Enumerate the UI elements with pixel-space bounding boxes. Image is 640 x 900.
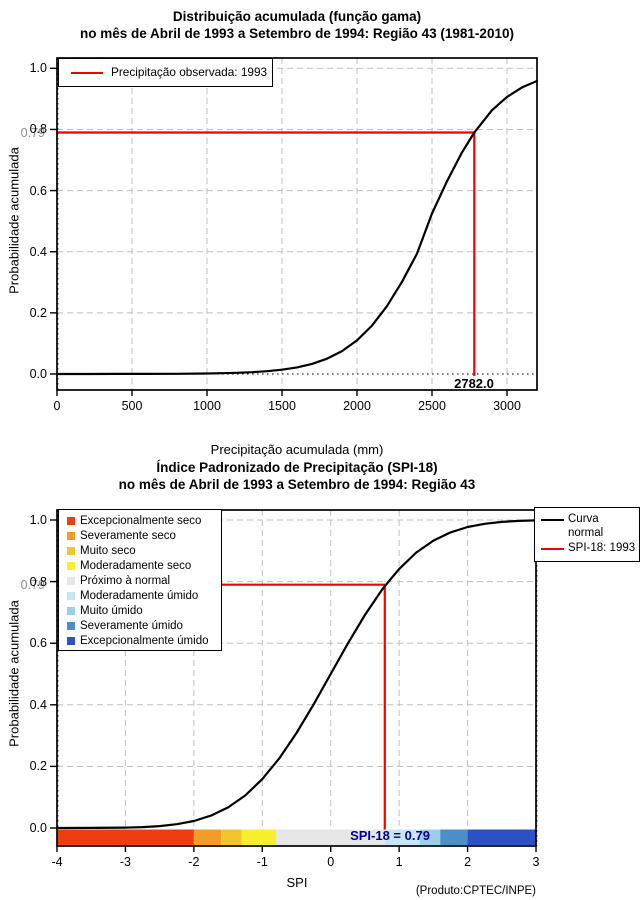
red-line-sample [541,547,564,550]
x-tick-label: 2500 [418,399,446,413]
category-color-swatch [67,546,75,555]
y-tick-label: 0.8 [29,122,47,137]
cdf-curve [55,79,539,376]
spi-colorbar-segment [221,829,242,845]
chart2-line-legend: Curva normal SPI-18: 1993 [534,507,640,562]
chart1-subtitle: no mês de Abril de 1993 a Setembro de 19… [80,26,514,41]
chart2-subtitle: no mês de Abril de 1993 a Setembro de 19… [118,477,476,492]
spi-colorbar-segment [385,829,420,845]
category-label: Excepcionalmente úmido [80,634,209,647]
y-tick-label: 0.0 [29,821,47,835]
cdf-curve [55,519,538,830]
x-tick-label: 1 [395,855,403,869]
red-line-sample [71,71,103,74]
plot-box [56,57,538,391]
category-color-swatch [67,531,75,540]
x-tick-label: 0 [327,855,335,869]
x-tick-label: 0 [53,399,61,413]
product-credit: (Produto:CPTEC/INPE) [415,885,536,897]
x-tick-label: 1000 [193,399,221,413]
normal-curve-label-line1: Curva [568,513,599,525]
chart2-category-legend: Excepcionalmente seco Severamente seco Mui… [58,509,222,651]
chart1-x-axis-label: Precipitação acumulada (mm) [210,442,384,457]
spi-colorbar-segment [275,829,386,845]
x-tick-label: -4 [51,855,63,869]
spi-colorbar-segment [193,829,222,845]
black-line-sample [541,519,564,522]
chart1-probability-annotation: 0.79 [20,125,45,140]
chart1-legend-label: Precipitação observada: 1993 [111,65,268,79]
category-label: Muito seco [80,544,136,557]
spi-colorbar-segment [440,829,468,845]
spi-colorbar-segment [419,829,441,845]
category-color-swatch [67,606,75,615]
category-label: Muito úmido [80,604,143,617]
category-label: Moderadamente úmido [80,589,199,602]
y-tick-label: 0.8 [29,574,47,589]
x-tick-label: -3 [119,855,131,869]
spi-colorbar-segment [241,829,276,845]
category-color-swatch [67,561,75,570]
category-color-swatch [67,621,75,630]
category-label: Excepcionalmente seco [80,514,202,527]
category-color-swatch [67,516,75,525]
category-color-swatch [67,636,75,645]
y-tick-label: 1.0 [29,61,47,76]
x-tick-label: 1500 [268,399,296,413]
chart1-legend: Precipitação observada: 1993 [58,58,273,87]
category-label: Severamente seco [80,529,176,542]
spi-colorbar-segment [57,829,194,845]
y-tick-label: 0.4 [29,697,47,712]
x-tick-label: -2 [188,855,200,869]
category-label: Próximo à normal [80,574,171,587]
x-tick-label: 3 [532,855,540,869]
chart1-title: Distribuição acumulada (função gama) [172,9,422,24]
x-tick-label: 3000 [493,399,521,413]
x-tick-label: 2000 [343,399,371,413]
spi-colorbar-segment [467,829,537,845]
chart1-value-annotation: 2782.0 [454,376,494,391]
x-tick-label: 2 [464,855,472,869]
y-tick-label: 1.0 [29,513,47,527]
spi-1993-label: SPI-18: 1993 [568,542,636,554]
chart1-y-axis-label: Probabilidade acumulada [6,147,22,294]
plot-box [56,509,537,847]
y-tick-label: 0.6 [29,636,47,651]
category-label: Moderadamente seco [80,559,192,572]
y-tick-label: 0.0 [29,367,47,381]
chart2-y-axis-label: Probabilidade acumulada [6,600,22,747]
normal-curve-label-line2: normal [568,527,604,539]
y-tick-label: 0.4 [29,244,47,259]
spi-value-annotation: SPI-18 = 0.79 [350,828,430,843]
x-tick-label: -1 [256,855,268,869]
chart2-title: Índice Padronizado de Precipitação (SPI-… [156,460,438,475]
category-color-swatch [67,576,75,585]
category-color-swatch [67,591,75,600]
chart2-x-axis-label: SPI [286,875,308,890]
y-tick-label: 0.2 [29,305,47,320]
x-tick-label: 500 [121,399,143,413]
y-tick-label: 0.2 [29,759,47,774]
y-tick-label: 0.6 [29,183,47,198]
chart2-probability-annotation: 0.79 [20,577,45,592]
category-label: Severamente úmido [80,619,183,632]
